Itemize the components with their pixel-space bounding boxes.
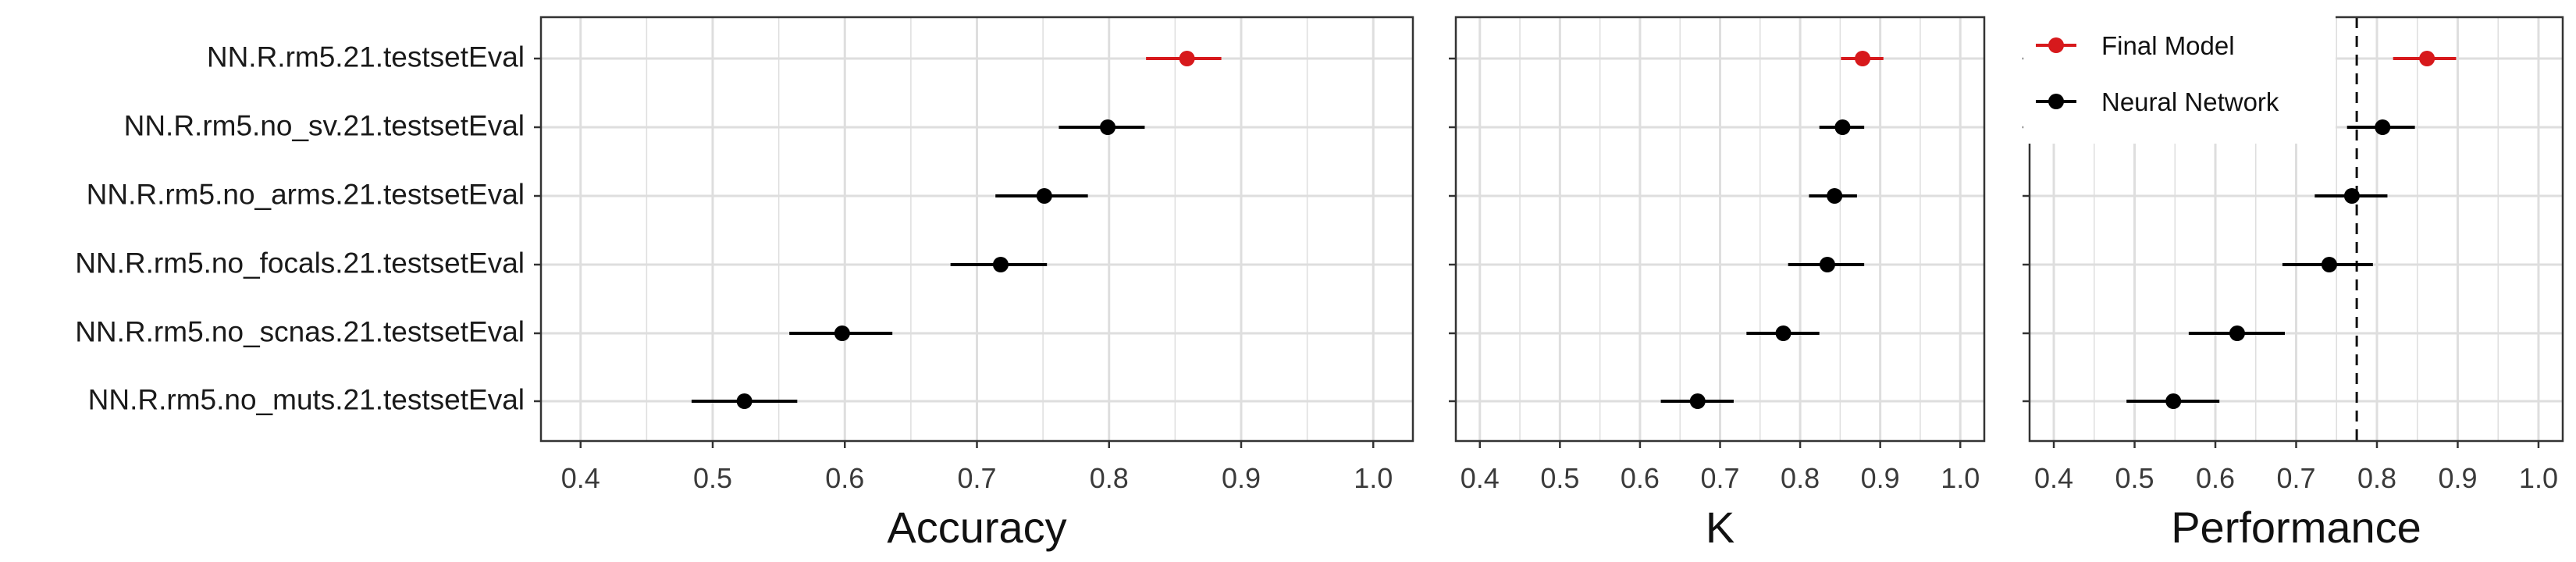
point-nn-r-rm5-no-scnas-21-testseteval (1775, 325, 1791, 341)
x-tick-label: 0.5 (2115, 462, 2154, 494)
x-tick-label: 0.9 (1861, 462, 1900, 494)
x-tick-label: 1.0 (2519, 462, 2558, 494)
point-nn-r-rm5-no-scnas-21-testseteval (2229, 325, 2245, 341)
point-nn-r-rm5-21-testseteval (1179, 51, 1195, 66)
point-nn-r-rm5-no-focals-21-testseteval (1819, 257, 1835, 272)
x-tick-label: 1.0 (1941, 462, 1980, 494)
panel-accuracy: 0.4 0.5 0.6 0.7 0.8 0.9 1.0 Accuracy (534, 16, 1414, 552)
x-tick-label: 0.9 (1222, 462, 1261, 494)
legend-label-neural-network: Neural Network (2101, 87, 2279, 116)
x-axis-title-accuracy: Accuracy (887, 503, 1066, 552)
y-tick-label-nn-r-rm5-no-muts-21-testseteval: NN.R.rm5.no_muts.21.testsetEval (88, 384, 525, 416)
point-nn-r-rm5-21-testseteval (1855, 51, 1871, 66)
x-tick-label: 0.5 (693, 462, 732, 494)
point-nn-r-rm5-no-muts-21-testseteval (2165, 393, 2182, 409)
point-nn-r-rm5-21-testseteval (2419, 51, 2435, 66)
x-tick-label: 0.6 (825, 462, 864, 494)
legend-marker-neural-network (2048, 94, 2064, 109)
point-nn-r-rm5-no-focals-21-testseteval (992, 257, 1009, 272)
x-axis-title-performance: Performance (2171, 503, 2421, 552)
x-tick-label: 0.6 (2196, 462, 2235, 494)
x-tick-label: 0.4 (561, 462, 600, 494)
legend: Final Model Neural Network (2023, 11, 2336, 144)
y-tick-label-nn-r-rm5-no-arms-21-testseteval: NN.R.rm5.no_arms.21.testsetEval (87, 179, 525, 211)
x-tick-label: 0.8 (2357, 462, 2396, 494)
x-tick-label: 0.7 (957, 462, 996, 494)
point-nn-r-rm5-no-focals-21-testseteval (2321, 257, 2337, 272)
point-nn-r-rm5-no-muts-21-testseteval (736, 393, 753, 409)
x-tick-label: 1.0 (1354, 462, 1393, 494)
x-tick-label: 0.8 (1090, 462, 1129, 494)
panel-k: 0.4 0.5 0.6 0.7 0.8 0.9 1.0 K (1449, 16, 1986, 552)
x-tick-label: 0.5 (1540, 462, 1579, 494)
point-nn-r-rm5-no-arms-21-testseteval (1036, 188, 1052, 204)
panel-border (1454, 16, 1986, 443)
x-axis-title-k: K (1706, 503, 1735, 552)
point-nn-r-rm5-no-scnas-21-testseteval (834, 325, 850, 341)
y-tick-label-nn-r-rm5-21-testseteval: NN.R.rm5.21.testsetEval (207, 41, 525, 73)
legend-marker-final-model (2048, 37, 2064, 53)
point-nn-r-rm5-no-sv-21-testseteval (2375, 119, 2391, 135)
legend-background (2023, 11, 2336, 144)
point-nn-r-rm5-no-sv-21-testseteval (1100, 119, 1116, 135)
point-nn-r-rm5-no-arms-21-testseteval (2343, 188, 2360, 204)
panel-border (539, 16, 1414, 443)
point-nn-r-rm5-no-sv-21-testseteval (1834, 119, 1851, 135)
x-tick-label: 0.4 (2034, 462, 2073, 494)
x-tick-label: 0.6 (1621, 462, 1660, 494)
point-nn-r-rm5-no-arms-21-testseteval (1827, 188, 1843, 204)
x-tick-label: 0.8 (1781, 462, 1820, 494)
y-tick-label-nn-r-rm5-no-focals-21-testseteval: NN.R.rm5.no_focals.21.testsetEval (75, 247, 525, 279)
point-nn-r-rm5-no-muts-21-testseteval (1689, 393, 1706, 409)
x-tick-label: 0.4 (1461, 462, 1500, 494)
legend-label-final-model: Final Model (2101, 31, 2235, 60)
row-labels: NN.R.rm5.21.testsetEval NN.R.rm5.no_sv.21… (75, 41, 525, 416)
y-tick-label-nn-r-rm5-no-scnas-21-testseteval: NN.R.rm5.no_scnas.21.testsetEval (75, 316, 525, 348)
x-tick-label: 0.7 (2276, 462, 2315, 494)
y-tick-label-nn-r-rm5-no-sv-21-testseteval: NN.R.rm5.no_sv.21.testsetEval (124, 110, 525, 142)
x-tick-label: 0.9 (2438, 462, 2477, 494)
x-tick-label: 0.7 (1700, 462, 1739, 494)
